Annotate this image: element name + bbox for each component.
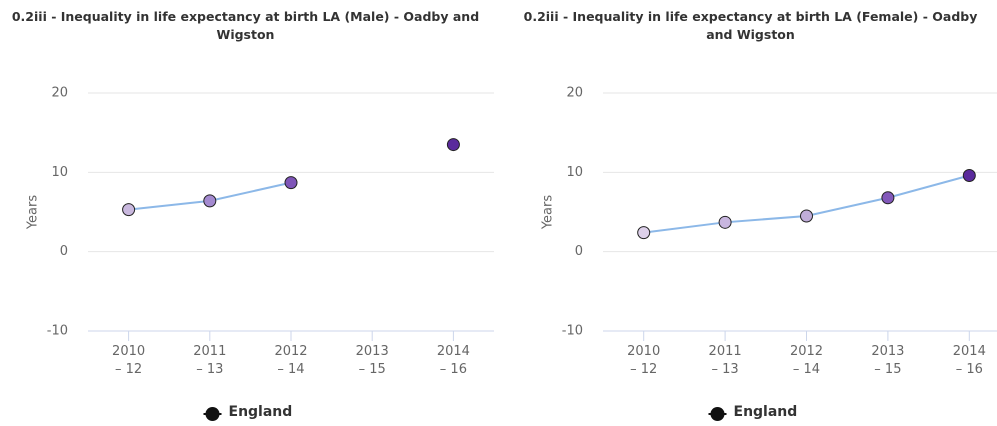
y-tick-label: 20	[566, 86, 583, 101]
data-point	[122, 203, 136, 217]
data-point	[881, 191, 895, 205]
x-tick-label: 2013 – 15	[871, 344, 905, 377]
x-tick-label: 2010 – 12	[112, 344, 146, 377]
data-point	[637, 226, 651, 240]
data-point	[284, 176, 298, 190]
y-tick-label: 0	[60, 244, 68, 259]
legend-label: England	[733, 404, 798, 420]
y-tick-label: -10	[47, 324, 68, 339]
x-tick-label: 2010 – 12	[627, 344, 661, 377]
chart-title: 0.2iii - Inequality in life expectancy a…	[11, 9, 480, 42]
x-tick-label: 2012 – 14	[789, 344, 824, 377]
legend-marker	[205, 407, 220, 421]
chart-title: 0.2iii - Inequality in life expectancy a…	[523, 9, 978, 42]
y-axis-label: Years	[26, 195, 41, 231]
series-line	[643, 174, 970, 234]
y-tick-label: 20	[51, 86, 68, 101]
legend-marker	[710, 407, 725, 421]
data-point	[203, 194, 217, 208]
x-tick-label: 2014 – 16	[436, 344, 470, 377]
x-tick-label: 2014 – 16	[952, 344, 986, 377]
data-point	[446, 138, 460, 152]
data-point	[962, 169, 976, 183]
y-tick-label: 10	[566, 165, 583, 180]
legend-label: England	[228, 404, 293, 420]
y-tick-label: -10	[562, 324, 583, 339]
y-tick-label: 0	[575, 244, 583, 259]
data-point	[800, 209, 813, 223]
x-tick-label: 2012 – 14	[274, 344, 308, 377]
x-tick-label: 2011 – 13	[708, 344, 742, 377]
data-point	[718, 215, 732, 229]
y-axis-label: Years	[541, 195, 556, 231]
x-tick-label: 2013 – 15	[355, 344, 389, 377]
x-tick-label: 2011 – 13	[193, 344, 227, 377]
y-tick-label: 10	[51, 165, 68, 180]
